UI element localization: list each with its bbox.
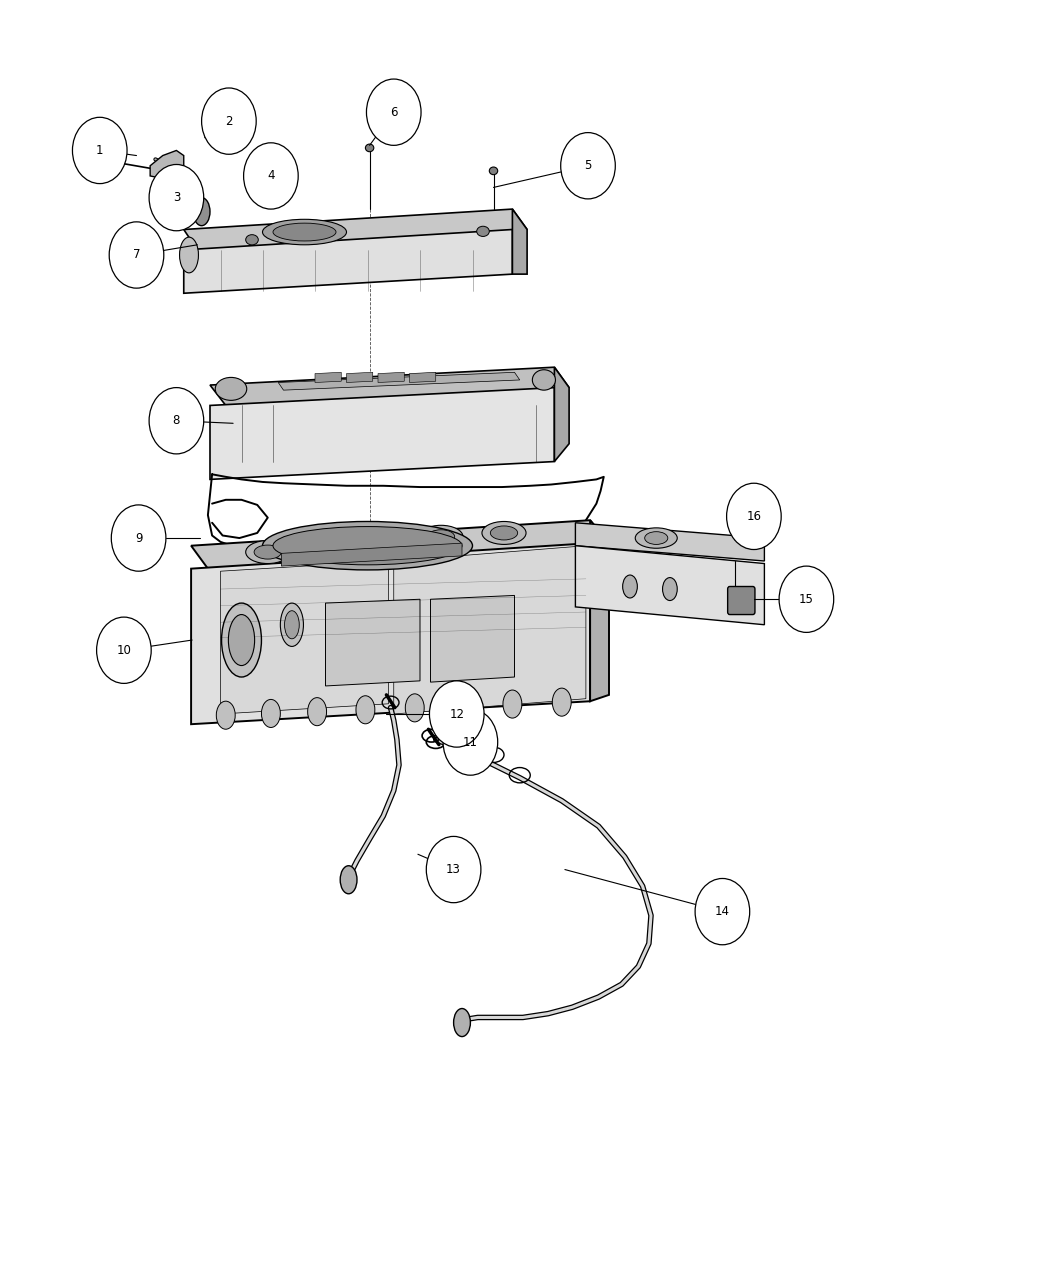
Ellipse shape [503,690,522,718]
Circle shape [366,79,421,145]
Text: 1: 1 [96,144,104,157]
Text: 13: 13 [446,863,461,876]
Ellipse shape [254,546,281,560]
Circle shape [109,222,164,288]
Polygon shape [430,595,514,682]
Ellipse shape [216,701,235,729]
Ellipse shape [246,235,258,245]
Ellipse shape [222,603,261,677]
Text: 15: 15 [799,593,814,606]
Ellipse shape [453,692,471,720]
Ellipse shape [262,219,346,245]
Polygon shape [184,209,527,250]
Ellipse shape [215,377,247,400]
Circle shape [97,617,151,683]
Polygon shape [554,367,569,462]
Ellipse shape [477,226,489,236]
Ellipse shape [262,521,472,570]
Polygon shape [575,546,764,625]
Polygon shape [278,372,520,390]
Ellipse shape [427,530,455,544]
Polygon shape [512,209,527,274]
Ellipse shape [229,615,254,666]
Ellipse shape [731,510,739,518]
Circle shape [426,836,481,903]
Ellipse shape [180,237,198,273]
Text: 3: 3 [172,191,181,204]
Ellipse shape [308,697,327,725]
Ellipse shape [361,530,405,553]
Circle shape [149,388,204,454]
Polygon shape [394,546,586,714]
Polygon shape [210,388,554,479]
Ellipse shape [490,525,518,541]
Ellipse shape [171,177,186,205]
Circle shape [779,566,834,632]
Text: 6: 6 [390,106,398,119]
Polygon shape [191,543,590,724]
Ellipse shape [312,541,339,555]
Text: 12: 12 [449,708,464,720]
Circle shape [695,878,750,945]
Polygon shape [281,543,462,566]
Text: 14: 14 [715,905,730,918]
Polygon shape [220,561,388,714]
Ellipse shape [663,578,677,601]
Polygon shape [150,150,184,178]
Polygon shape [590,520,609,701]
Ellipse shape [489,167,498,175]
Ellipse shape [187,180,202,208]
Ellipse shape [419,525,463,548]
Circle shape [443,709,498,775]
Polygon shape [346,372,373,382]
Ellipse shape [482,521,526,544]
Circle shape [561,133,615,199]
Circle shape [727,483,781,550]
Ellipse shape [246,541,290,564]
Polygon shape [184,230,512,293]
Polygon shape [575,523,764,561]
Circle shape [202,88,256,154]
Ellipse shape [405,694,424,722]
Text: 16: 16 [747,510,761,523]
Polygon shape [326,599,420,686]
Ellipse shape [645,532,668,544]
Text: 10: 10 [117,644,131,657]
Circle shape [429,681,484,747]
Text: 7: 7 [132,249,141,261]
Ellipse shape [552,688,571,717]
Text: 5: 5 [584,159,592,172]
Ellipse shape [114,157,123,170]
Ellipse shape [340,866,357,894]
Polygon shape [210,367,569,405]
Ellipse shape [193,198,210,226]
Text: 4: 4 [267,170,275,182]
Polygon shape [378,372,404,382]
Text: 9: 9 [134,532,143,544]
Ellipse shape [356,696,375,724]
Ellipse shape [273,223,336,241]
Polygon shape [191,520,609,569]
Ellipse shape [273,527,462,565]
Ellipse shape [261,700,280,728]
Ellipse shape [365,144,374,152]
Circle shape [72,117,127,184]
Ellipse shape [303,536,348,558]
Circle shape [111,505,166,571]
Circle shape [149,164,204,231]
Polygon shape [410,372,436,382]
Circle shape [244,143,298,209]
Ellipse shape [623,575,637,598]
Polygon shape [315,372,341,382]
Ellipse shape [280,603,303,646]
Ellipse shape [454,1009,470,1037]
Text: 11: 11 [463,736,478,748]
Text: 8: 8 [172,414,181,427]
Ellipse shape [532,370,555,390]
FancyBboxPatch shape [728,586,755,615]
Text: 2: 2 [225,115,233,128]
Ellipse shape [635,528,677,548]
Ellipse shape [285,611,299,639]
Ellipse shape [370,536,397,550]
